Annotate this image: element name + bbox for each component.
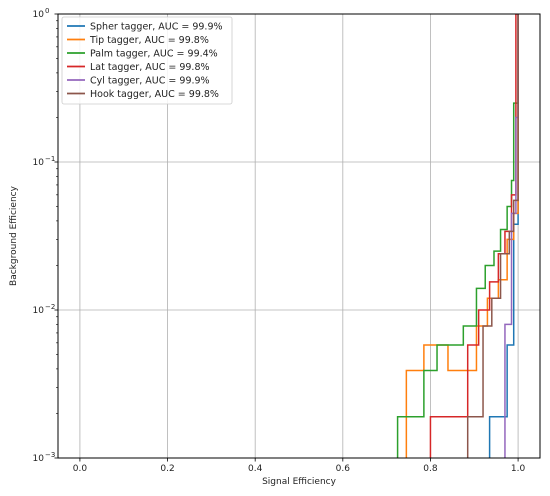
legend-entry-5: Hook tagger, AUC = 99.8%	[90, 89, 219, 100]
series-line-0	[488, 14, 519, 458]
y-tick-exponent: −2	[45, 303, 55, 311]
x-tick-label: 1.0	[511, 464, 526, 474]
y-axis-label: Background Efficiency	[9, 185, 19, 286]
x-tick-label: 0.2	[160, 464, 174, 474]
x-axis-label: Signal Efficiency	[262, 477, 337, 487]
legend: Spher tagger, AUC = 99.9% Tip tagger, AUC…	[61, 16, 233, 105]
x-tick-label: 0.0	[73, 464, 88, 474]
plot-frame	[57, 13, 541, 459]
series-line-1	[405, 14, 519, 458]
legend-entry-1: Tip tagger, AUC = 99.8%	[89, 35, 209, 46]
x-tick-label: 0.4	[248, 464, 263, 474]
series-line-5	[466, 14, 519, 458]
legend-box	[61, 16, 233, 105]
legend-entry-4: Cyl tagger, AUC = 99.9%	[90, 75, 210, 86]
legend-entry-2: Palm tagger, AUC = 99.4%	[90, 48, 218, 59]
y-tick-exponent: −1	[45, 155, 55, 163]
series-layer	[396, 14, 519, 458]
legend-entry-0: Spher tagger, AUC = 99.9%	[90, 21, 223, 32]
series-line-2	[396, 14, 519, 458]
x-tick-label: 0.6	[336, 464, 351, 474]
series-line-3	[429, 14, 519, 458]
legend-entry-3: Lat tagger, AUC = 99.8%	[90, 62, 210, 73]
y-tick-label: 10	[33, 10, 45, 20]
y-tick-exponent: −3	[45, 451, 55, 459]
y-tick-label: 10	[33, 158, 45, 168]
y-tick-label: 10	[33, 306, 45, 316]
y-tick-label: 10	[33, 454, 45, 464]
y-tick-exponent: 0	[45, 7, 49, 15]
x-tick-label: 0.8	[423, 464, 438, 474]
